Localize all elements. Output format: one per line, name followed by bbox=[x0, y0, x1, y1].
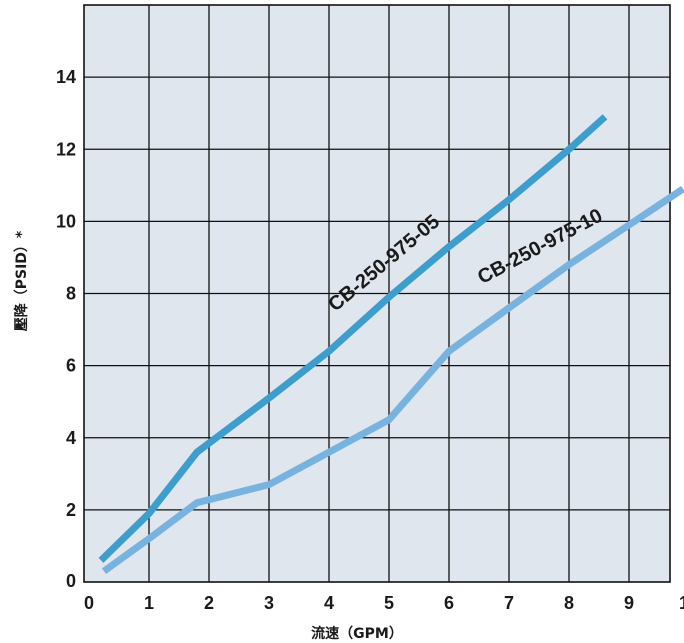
x-tick-3: 3 bbox=[264, 593, 274, 613]
x-tick-6: 6 bbox=[444, 593, 454, 613]
x-tick-10: 10 bbox=[679, 593, 684, 613]
x-tick-2: 2 bbox=[204, 593, 214, 613]
x-tick-5: 5 bbox=[384, 593, 394, 613]
series-line-1 bbox=[98, 114, 608, 563]
y-axis-label: 壓降（PSID）* bbox=[13, 230, 30, 331]
x-tick-labels: 0 1 2 3 4 5 6 7 8 9 10 bbox=[84, 593, 684, 613]
horizontal-gridlines bbox=[84, 76, 670, 511]
x-tick-9: 9 bbox=[624, 593, 634, 613]
series-lines bbox=[98, 114, 684, 575]
series-line-2 bbox=[101, 185, 684, 575]
x-tick-4: 4 bbox=[324, 593, 334, 613]
y-tick-8: 8 bbox=[66, 284, 76, 304]
y-tick-0: 0 bbox=[66, 571, 76, 591]
y-tick-10: 10 bbox=[56, 211, 76, 231]
x-axis-label: 流速（GPM） bbox=[311, 625, 403, 642]
x-tick-0: 0 bbox=[84, 593, 94, 613]
y-tick-4: 4 bbox=[66, 428, 76, 448]
y-tick-6: 6 bbox=[66, 356, 76, 376]
x-tick-1: 1 bbox=[144, 593, 154, 613]
x-tick-8: 8 bbox=[564, 593, 574, 613]
y-tick-14: 14 bbox=[56, 67, 76, 87]
plot-border bbox=[83, 4, 671, 583]
x-tick-7: 7 bbox=[504, 593, 514, 613]
y-tick-2: 2 bbox=[66, 500, 76, 520]
y-tick-labels: 0 2 4 6 8 10 12 14 bbox=[56, 67, 76, 591]
y-tick-12: 12 bbox=[56, 139, 76, 159]
